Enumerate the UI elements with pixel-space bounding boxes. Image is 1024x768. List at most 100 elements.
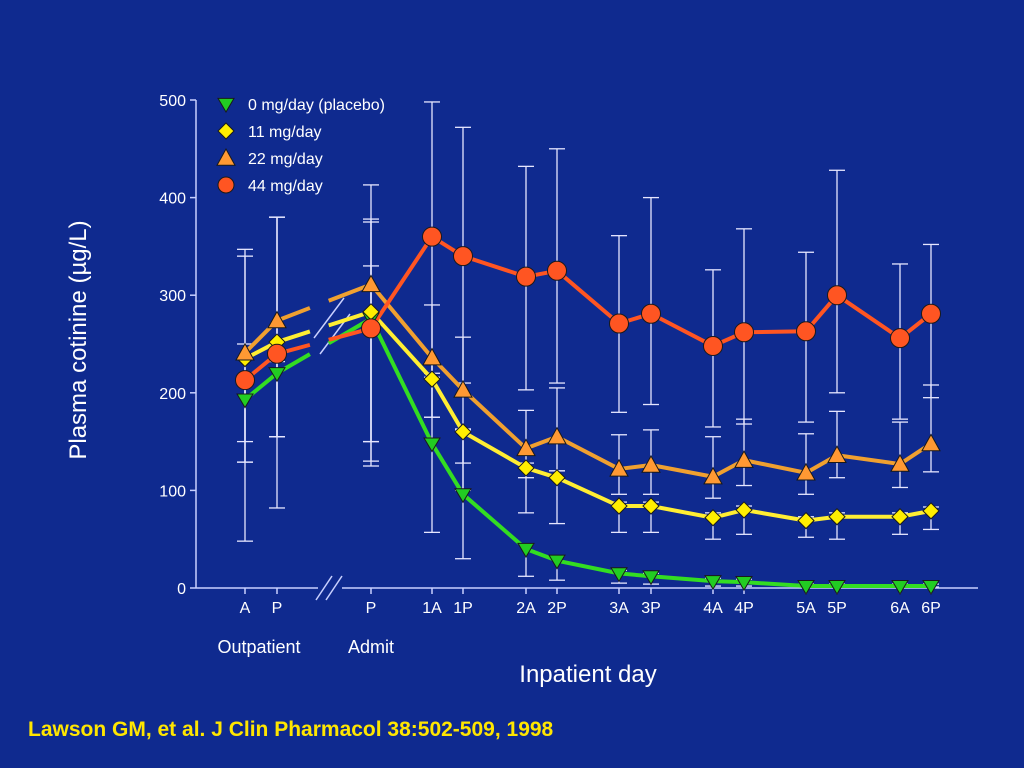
data-point — [361, 274, 381, 293]
y-tick-label: 300 — [159, 288, 186, 305]
y-tick-label: 100 — [159, 483, 186, 500]
axes — [190, 99, 978, 601]
legend-label: 22 mg/day — [248, 151, 323, 168]
data-point — [454, 423, 472, 441]
data-point — [797, 511, 815, 530]
data-point — [921, 433, 941, 452]
legend-label: 0 mg/day (placebo) — [248, 97, 385, 114]
y-axis-label: Plasma cotinine (µg/L) — [65, 220, 92, 459]
data-point — [267, 343, 287, 364]
data-point — [642, 497, 660, 515]
x-tick-label: 3A — [609, 600, 629, 617]
data-point — [703, 335, 723, 356]
tick-labels: 0 100 200 300 400 500 A P P 1A 1P 2A 2P 3A 3P 4A 4P 5A 5P 6… — [159, 93, 940, 617]
legend-diamond-icon — [217, 122, 235, 140]
error-bar — [363, 218, 379, 462]
data-point — [610, 567, 628, 583]
data-point — [796, 321, 816, 342]
x-axis-label: Inpatient day — [519, 661, 656, 688]
x-tick-label: A — [240, 600, 251, 617]
legend-label: 11 mg/day — [248, 124, 322, 141]
data-point — [704, 509, 722, 527]
x-tick-label: 2A — [516, 600, 536, 617]
group-label-outpatient: Outpatient — [217, 637, 300, 657]
y-tick-label: 200 — [159, 386, 186, 403]
data-point — [891, 579, 909, 596]
data-point — [548, 554, 566, 570]
data-point — [361, 318, 381, 339]
data-point — [236, 393, 254, 409]
group-label-admit: Admit — [348, 637, 394, 657]
data-point — [641, 454, 661, 473]
y-tick-label: 0 — [177, 581, 186, 598]
x-tick-label: 5A — [796, 600, 816, 617]
data-point — [517, 459, 535, 477]
x-axis-break-mark — [315, 575, 333, 601]
series-markers — [235, 226, 941, 596]
data-point — [827, 445, 847, 463]
data-point — [922, 579, 940, 596]
data-point — [516, 438, 536, 457]
data-point — [642, 570, 660, 586]
data-point — [454, 488, 472, 504]
x-tick-label: 5P — [827, 600, 847, 617]
x-tick-label: 3P — [641, 600, 661, 617]
x-tick-label: 1A — [422, 600, 442, 617]
data-point — [890, 328, 910, 349]
y-tick-label: 500 — [159, 93, 186, 110]
data-point — [547, 426, 567, 445]
data-point — [704, 575, 722, 591]
data-point — [734, 450, 754, 468]
x-tick-label: 4A — [703, 600, 723, 617]
data-point — [453, 379, 473, 398]
data-point — [735, 501, 753, 519]
x-tick-label: 2P — [547, 600, 567, 617]
legend: 0 mg/day (placebo) 11 mg/day 22 mg/day 44 m… — [216, 97, 385, 195]
data-point — [517, 542, 535, 558]
legend-item: 22 mg/day — [216, 147, 323, 168]
data-point — [453, 246, 473, 267]
data-point — [891, 508, 909, 526]
data-point — [890, 454, 910, 472]
data-point — [268, 367, 286, 383]
error-bar — [829, 169, 845, 394]
x-tick-label: 6A — [890, 600, 910, 617]
data-point — [828, 508, 846, 526]
data-point — [422, 347, 442, 366]
data-point — [921, 303, 941, 324]
x-tick-label: 4P — [734, 600, 754, 617]
legend-label: 44 mg/day — [248, 178, 323, 195]
data-point — [641, 303, 661, 324]
series-break-connector — [276, 306, 311, 323]
data-point — [422, 226, 442, 247]
legend-item: 0 mg/day (placebo) — [217, 97, 385, 114]
data-point — [235, 370, 255, 391]
data-point — [610, 497, 628, 515]
data-point — [423, 437, 441, 453]
legend-triangle-down-icon — [217, 97, 235, 113]
x-tick-label: 6P — [921, 600, 941, 617]
data-point — [267, 310, 287, 329]
data-point — [423, 370, 441, 388]
x-tick-label: 1P — [453, 600, 473, 617]
x-tick-label: P — [366, 600, 377, 617]
y-tick-label: 400 — [159, 191, 186, 208]
legend-triangle-up-icon — [216, 147, 236, 166]
data-point — [922, 502, 940, 520]
legend-item: 11 mg/day — [217, 122, 322, 141]
data-point — [609, 313, 629, 334]
legend-circle-icon — [217, 176, 235, 194]
data-point — [609, 458, 629, 477]
citation: Lawson GM, et al. J Clin Pharmacol 38:50… — [28, 718, 554, 741]
data-point — [548, 469, 566, 487]
x-tick-label: P — [272, 600, 283, 617]
data-point — [797, 579, 815, 596]
data-point — [235, 342, 255, 361]
error-bar — [643, 196, 659, 406]
error-bar — [829, 410, 845, 479]
data-point — [796, 462, 816, 481]
x-axis-break-mark — [325, 575, 343, 601]
data-point — [734, 322, 754, 343]
data-point — [547, 260, 567, 281]
